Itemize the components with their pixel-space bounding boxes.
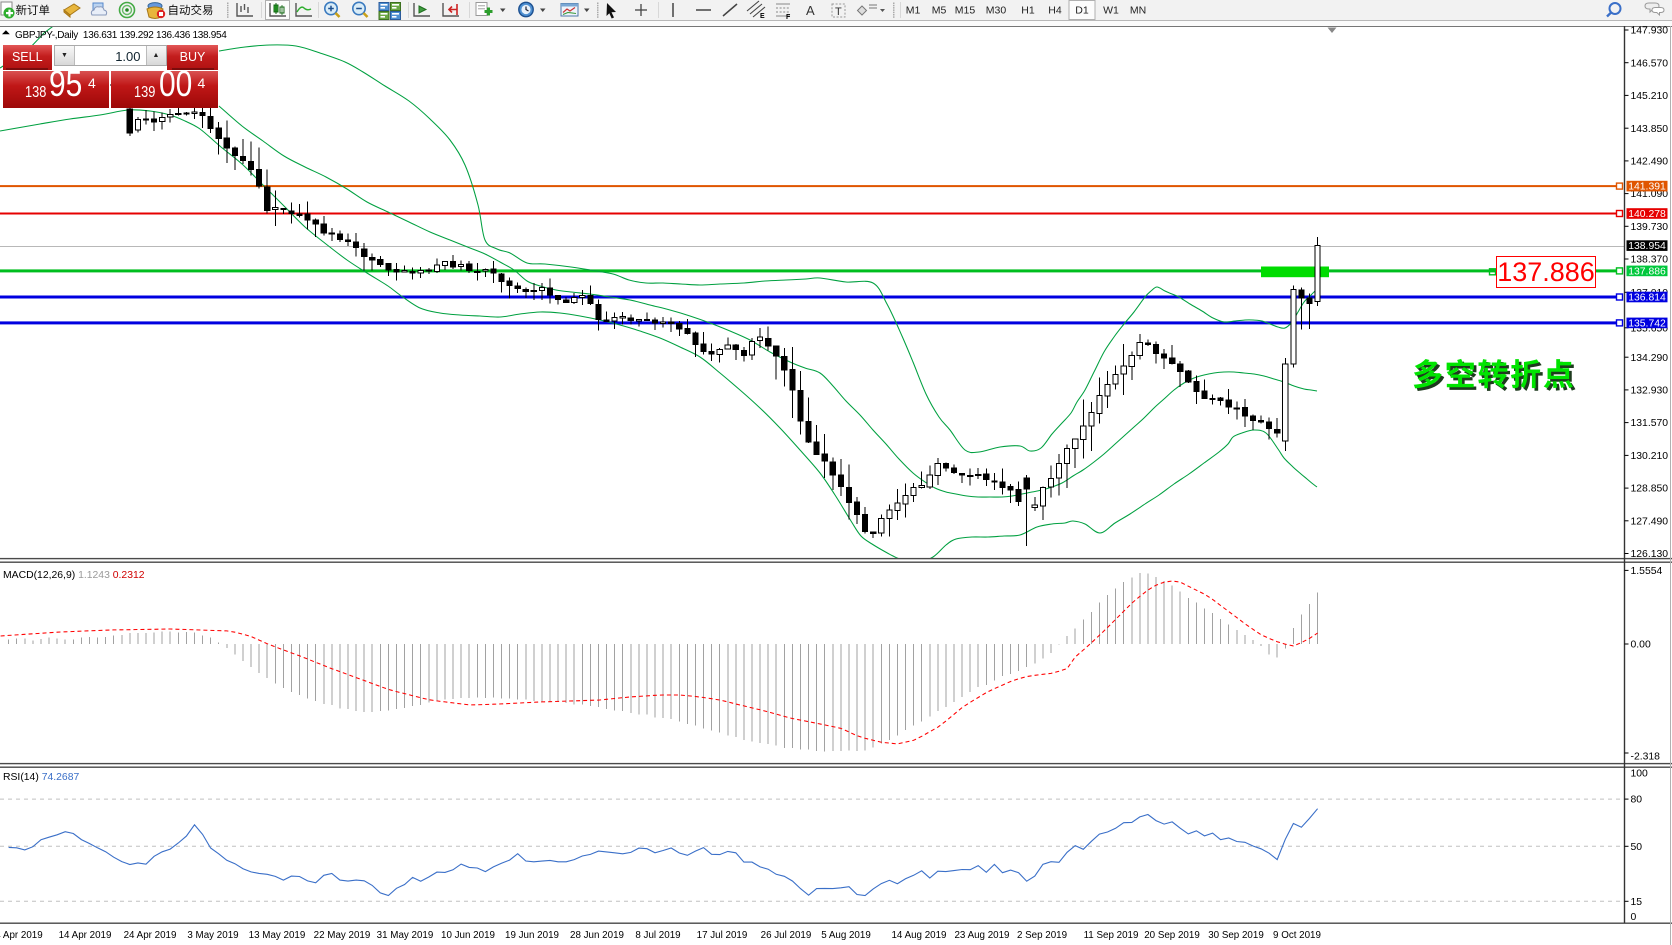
svg-text:H1: H1 [1021,5,1035,17]
svg-text:17 Jul 2019: 17 Jul 2019 [697,930,748,941]
svg-text:138.370: 138.370 [1631,255,1669,266]
svg-text:A: A [806,3,815,18]
svg-text:9 Oct 2019: 9 Oct 2019 [1273,930,1321,941]
svg-text:T: T [835,6,842,18]
svg-text:3 May 2019: 3 May 2019 [187,930,238,941]
svg-text:26 Jul 2019: 26 Jul 2019 [761,930,812,941]
svg-text:141.391: 141.391 [1628,182,1666,193]
svg-text:0.00: 0.00 [1631,640,1651,651]
svg-text:M30: M30 [986,5,1007,17]
svg-text:141.090: 141.090 [1631,189,1669,200]
svg-text:MACD(12,26,9) 1.1243 0.2312: MACD(12,26,9) 1.1243 0.2312 [3,570,145,581]
svg-text:M1: M1 [906,5,921,17]
svg-text:11 Sep 2019: 11 Sep 2019 [1084,930,1139,941]
svg-text:D1: D1 [1075,5,1089,17]
svg-text:50: 50 [1631,842,1643,853]
svg-text:10 Jun 2019: 10 Jun 2019 [441,930,495,941]
svg-text:126.130: 126.130 [1631,549,1669,560]
svg-text:147.930: 147.930 [1631,26,1669,37]
svg-text:131.570: 131.570 [1631,418,1669,429]
svg-text:14 Aug 2019: 14 Aug 2019 [891,930,946,941]
svg-text:135.650: 135.650 [1631,323,1669,334]
svg-text:137.886: 137.886 [1628,267,1666,278]
svg-text:134.290: 134.290 [1631,353,1669,364]
svg-text:24 Apr 2019: 24 Apr 2019 [124,930,177,941]
svg-text:13 May 2019: 13 May 2019 [249,930,306,941]
svg-text:5 Aug 2019: 5 Aug 2019 [821,930,871,941]
svg-text:0: 0 [1631,912,1637,923]
svg-text:4 Apr 2019: 4 Apr 2019 [0,930,43,941]
svg-text:142.490: 142.490 [1631,157,1669,168]
svg-text:E: E [760,13,765,20]
svg-text:139.730: 139.730 [1631,222,1669,233]
svg-text:80: 80 [1631,795,1643,806]
svg-text:8 Jul 2019: 8 Jul 2019 [635,930,680,941]
svg-text:F: F [786,14,791,21]
svg-text:140.278: 140.278 [1628,209,1666,220]
svg-text:20 Sep 2019: 20 Sep 2019 [1144,930,1200,941]
svg-text:M5: M5 [932,5,947,17]
svg-text:14 Apr 2019: 14 Apr 2019 [59,930,112,941]
svg-text:H4: H4 [1048,5,1062,17]
svg-text:30 Sep 2019: 30 Sep 2019 [1208,930,1264,941]
svg-text:100: 100 [1631,769,1649,780]
svg-text:2 Sep 2019: 2 Sep 2019 [1017,930,1067,941]
svg-text:146.570: 146.570 [1631,58,1669,69]
svg-text:28 Jun 2019: 28 Jun 2019 [570,930,624,941]
svg-text:W1: W1 [1103,5,1119,17]
svg-text:135.742: 135.742 [1628,319,1666,330]
svg-text:143.850: 143.850 [1631,124,1669,135]
svg-text:1.5554: 1.5554 [1631,566,1663,577]
svg-text:GBPJPY-,Daily 136.631 139.292: GBPJPY-,Daily 136.631 139.292 136.436 13… [15,30,227,41]
svg-text:130.210: 130.210 [1631,451,1669,462]
svg-text:23 Aug 2019: 23 Aug 2019 [954,930,1009,941]
svg-text:136.814: 136.814 [1628,293,1666,304]
svg-text:127.490: 127.490 [1631,516,1669,527]
svg-text:128.850: 128.850 [1631,484,1669,495]
svg-text:-2.318: -2.318 [1631,752,1661,763]
svg-text:138.954: 138.954 [1628,241,1666,252]
svg-text:M15: M15 [955,5,976,17]
svg-text:145.210: 145.210 [1631,91,1669,102]
svg-text:RSI(14) 74.2687: RSI(14) 74.2687 [3,772,79,783]
svg-text:15: 15 [1631,897,1643,908]
svg-text:31 May 2019: 31 May 2019 [377,930,434,941]
svg-text:22 May 2019: 22 May 2019 [314,930,371,941]
svg-text:132.930: 132.930 [1631,386,1669,397]
svg-text:19 Jun 2019: 19 Jun 2019 [505,930,559,941]
svg-text:MN: MN [1130,5,1146,17]
